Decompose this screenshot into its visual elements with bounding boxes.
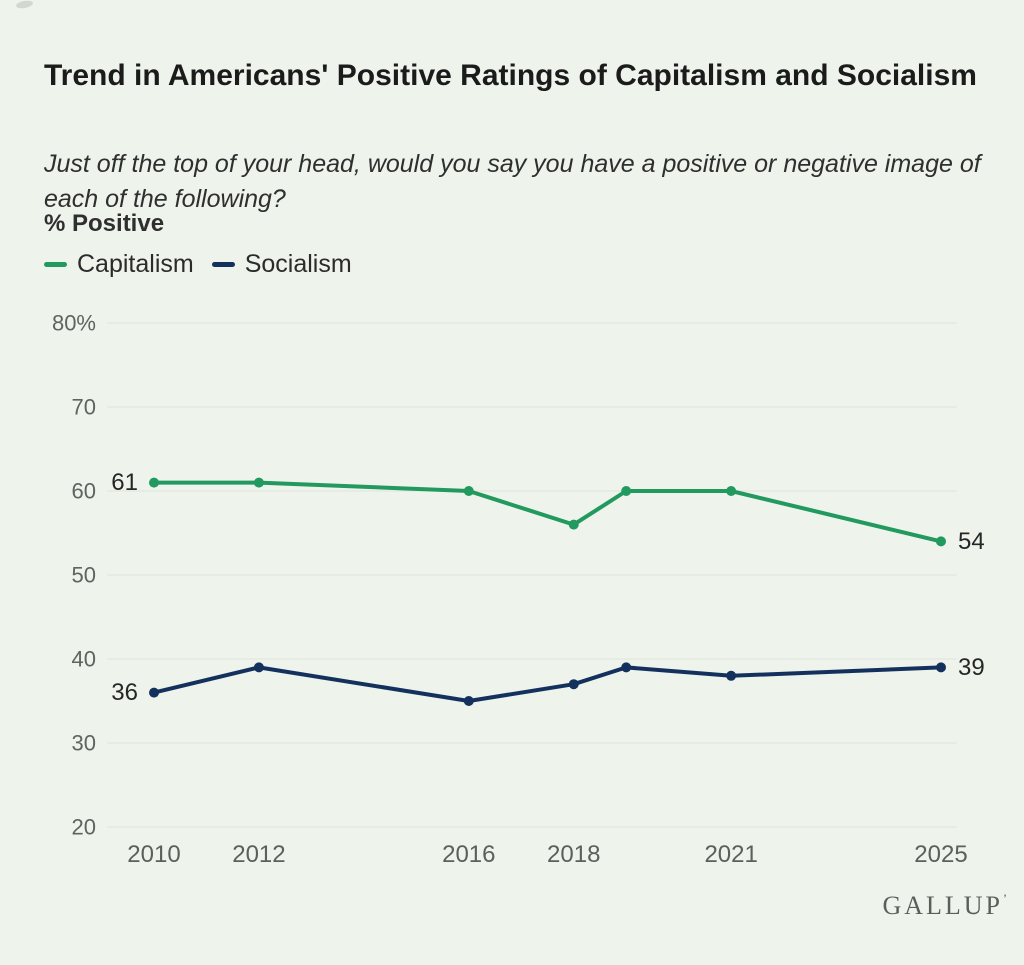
data-point-capitalism: [149, 477, 159, 488]
x-tick-label: 2016: [442, 841, 495, 868]
gallup-wordmark: GALLUP’: [882, 891, 1007, 921]
y-tick-label: 20: [72, 815, 96, 840]
y-tick-label: 30: [72, 731, 96, 756]
data-point-socialism: [253, 662, 264, 673]
x-tick-label: 2010: [127, 841, 180, 868]
data-point-socialism: [568, 679, 579, 690]
capitalism-line-swatch-icon: [44, 262, 67, 267]
y-tick-label: 40: [72, 647, 96, 672]
data-point-socialism: [936, 662, 946, 673]
data-point-capitalism: [568, 519, 579, 530]
gallup-wordmark-text: GALLUP: [882, 891, 1003, 920]
x-tick-label: 2012: [232, 841, 285, 868]
socialism-line-swatch-icon: [211, 262, 235, 267]
data-point-capitalism: [253, 477, 264, 488]
y-tick-label: 70: [72, 395, 96, 420]
legend: Capitalism Socialism: [44, 250, 352, 279]
data-point-socialism: [621, 662, 632, 673]
chart-title: Trend in Americans' Positive Ratings of …: [44, 59, 977, 93]
legend-label-capitalism: Capitalism: [77, 250, 194, 278]
chart-subtitle: Just off the top of your head, would you…: [44, 150, 981, 213]
y-tick-label: 80%: [52, 311, 96, 336]
metric-label: % Positive: [44, 210, 165, 237]
trademark-mark: ’: [1003, 891, 1007, 905]
legend-label-socialism: Socialism: [244, 250, 352, 278]
y-tick-label: 60: [72, 479, 96, 504]
data-point-capitalism: [463, 486, 474, 496]
y-tick-label: 50: [72, 563, 96, 588]
point-value-label: 54: [958, 528, 985, 555]
x-tick-label: 2021: [704, 841, 757, 868]
data-point-socialism: [149, 687, 159, 698]
data-point-socialism: [463, 696, 474, 706]
series-line-socialism: [152, 665, 943, 703]
x-tick-label: 2025: [914, 841, 967, 868]
data-point-capitalism: [726, 486, 737, 496]
legend-item-socialism: Socialism: [211, 250, 352, 279]
point-value-label: 61: [111, 469, 138, 496]
data-point-capitalism: [936, 536, 946, 547]
data-point-capitalism: [621, 486, 632, 496]
legend-item-capitalism: Capitalism: [44, 250, 194, 279]
data-point-socialism: [726, 670, 737, 681]
point-value-label: 36: [111, 679, 138, 706]
point-value-label: 39: [958, 654, 985, 681]
x-tick-label: 2018: [547, 841, 600, 868]
